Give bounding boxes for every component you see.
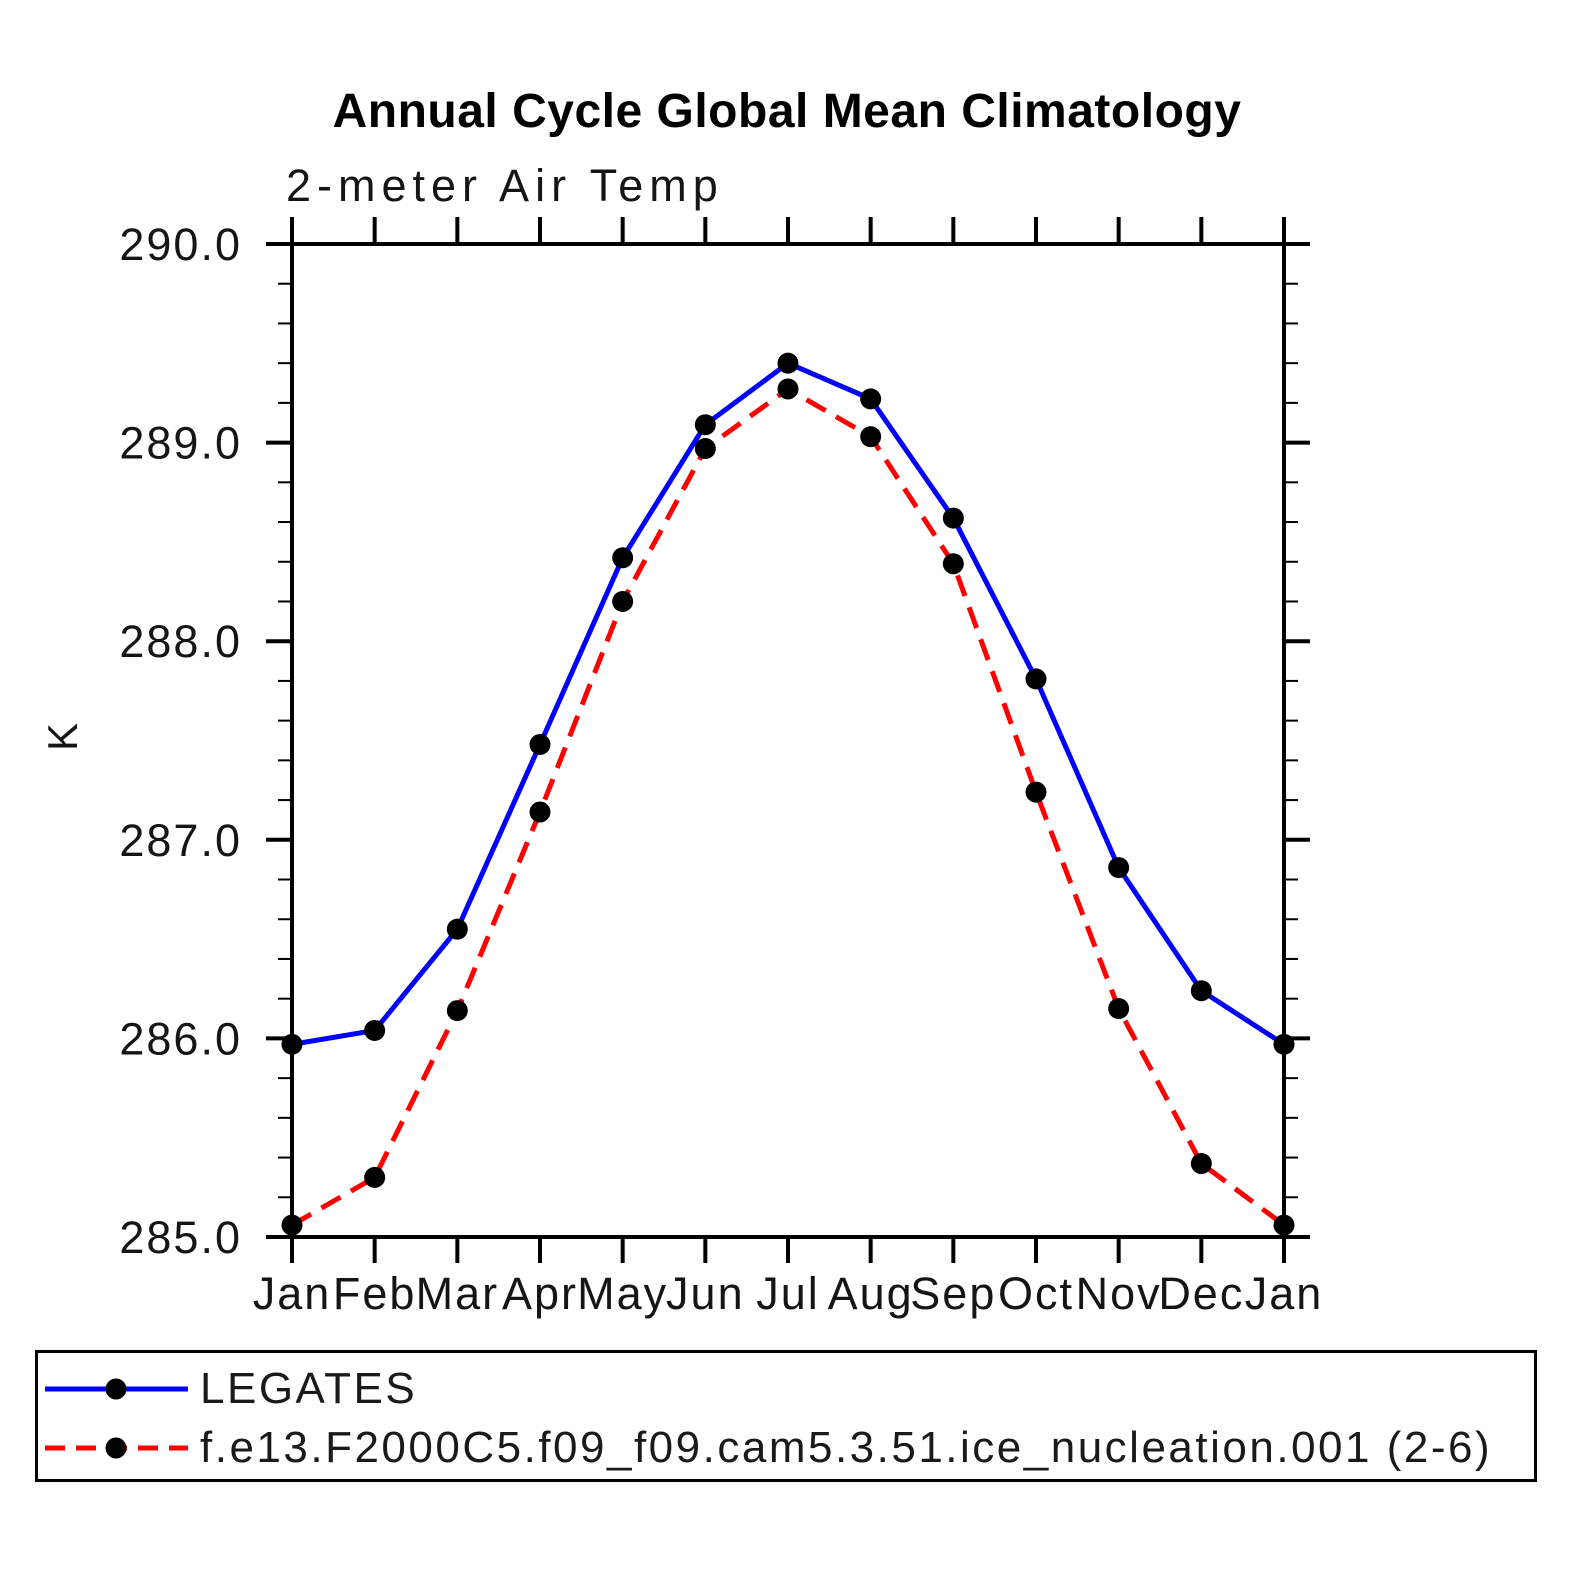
- data-point-marker-legates: [942, 507, 964, 529]
- legend-label-model: f.e13.F2000C5.f09_f09.cam5.3.51.ice_nucl…: [200, 1423, 1493, 1472]
- data-point-marker-legates: [1273, 1033, 1295, 1055]
- data-point-marker-legates: [529, 733, 551, 755]
- x-tick-label: Aug: [828, 1268, 914, 1319]
- data-point-marker-legates: [694, 414, 716, 436]
- series-line-model: [290, 386, 1286, 1228]
- data-point-marker-legates: [860, 388, 882, 410]
- data-point-marker-legates: [612, 547, 634, 569]
- x-tick-label: Jan: [253, 1268, 332, 1319]
- legend: LEGATES f.e13.F2000C5.f09_f09.cam5.3.51.…: [35, 1350, 1537, 1482]
- x-tick-label: Dec: [1158, 1268, 1244, 1319]
- legend-item-model: f.e13.F2000C5.f09_f09.cam5.3.51.ice_nucl…: [45, 1423, 1493, 1472]
- data-point-marker-model: [446, 1000, 468, 1022]
- data-point-marker-model: [942, 553, 964, 575]
- data-point-marker-model: [529, 801, 551, 823]
- x-tick-label: Feb: [333, 1268, 417, 1319]
- legend-swatch-solid-line: [45, 1378, 188, 1400]
- data-point-marker-model: [694, 438, 716, 460]
- data-point-marker-model: [612, 590, 634, 612]
- data-point-marker-model: [1108, 998, 1130, 1020]
- x-tick-label: Jan: [1245, 1268, 1324, 1319]
- data-point-marker-model: [1273, 1214, 1295, 1236]
- data-point-marker-legates: [281, 1033, 303, 1055]
- series-line-legates: [291, 360, 1286, 1047]
- data-point-marker-legates: [1108, 857, 1130, 879]
- y-tick-label: 290.0: [119, 219, 242, 270]
- data-point-marker-legates: [777, 352, 799, 374]
- data-point-marker-model: [1190, 1153, 1212, 1175]
- x-tick-label: Oct: [998, 1268, 1074, 1319]
- legend-swatch-dashed-line: [45, 1437, 188, 1459]
- data-point-marker-model: [777, 378, 799, 400]
- chart-subtitle: 2-meter Air Temp: [286, 160, 724, 211]
- x-tick-label: Apr: [502, 1268, 578, 1319]
- plot-frame: [290, 242, 1286, 1239]
- data-point-marker-model: [364, 1166, 386, 1188]
- y-tick-label: 285.0: [119, 1212, 242, 1263]
- data-point-marker-legates: [446, 918, 468, 940]
- data-point-marker-legates: [1025, 668, 1047, 690]
- y-tick-label: 289.0: [119, 418, 242, 469]
- data-point-marker-model: [1025, 781, 1047, 803]
- y-tick-label: 286.0: [119, 1013, 242, 1064]
- x-tick-label: Nov: [1076, 1268, 1162, 1319]
- x-tick-label: Mar: [416, 1268, 500, 1319]
- x-tick-label: Sep: [910, 1268, 996, 1319]
- legend-item-legates: LEGATES: [45, 1364, 418, 1413]
- x-tick-label: Jun: [666, 1268, 745, 1319]
- data-point-marker-legates: [364, 1019, 386, 1041]
- data-point-marker-model: [860, 426, 882, 448]
- y-tick-label: 287.0: [119, 815, 242, 866]
- legend-label-legates: LEGATES: [200, 1364, 418, 1413]
- data-point-marker-legates: [1190, 980, 1212, 1002]
- chart-title: Annual Cycle Global Mean Climatology: [332, 85, 1242, 138]
- data-point-marker-model: [281, 1214, 303, 1236]
- y-tick-label: 288.0: [119, 616, 242, 667]
- x-tick-label: May: [577, 1268, 668, 1319]
- x-tick-label: Jul: [756, 1268, 820, 1319]
